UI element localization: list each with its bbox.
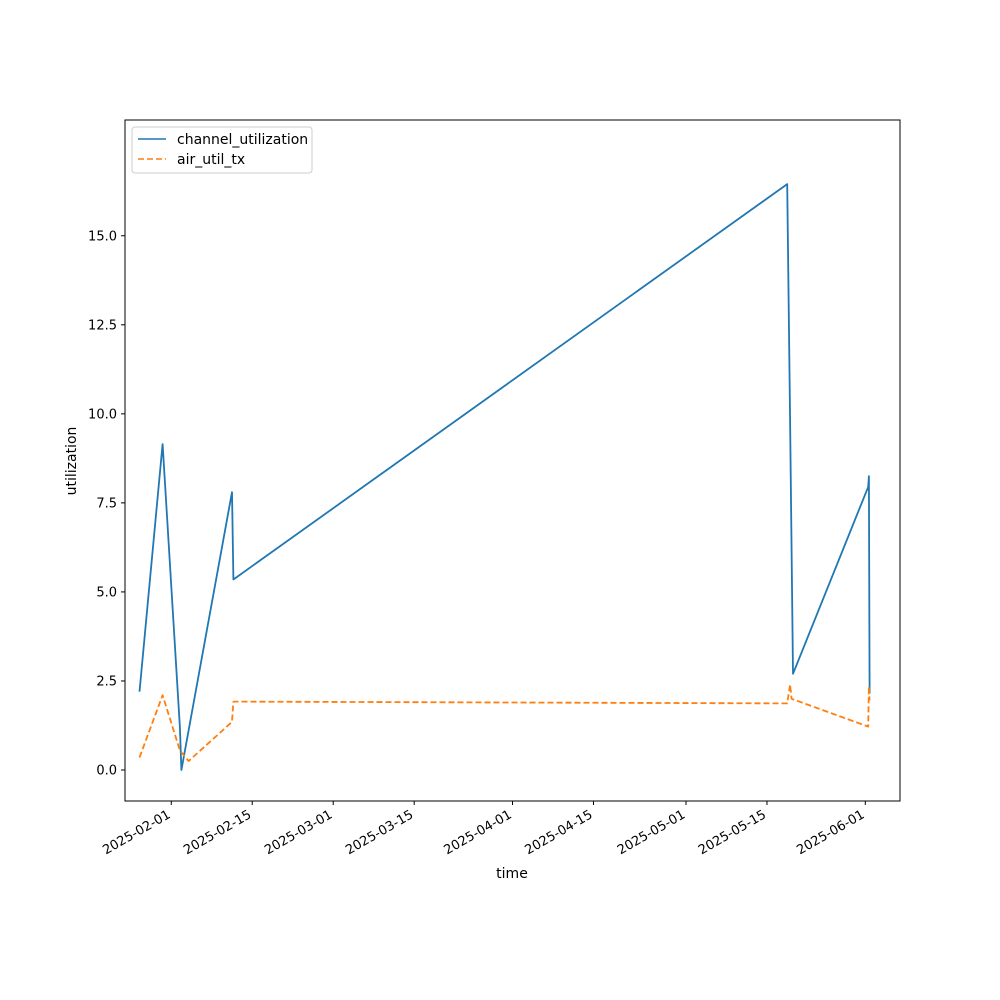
x-axis-label: time xyxy=(496,866,528,882)
y-tick-label: 7.5 xyxy=(96,496,117,511)
y-axis-label: utilization xyxy=(64,427,80,496)
y-tick-label: 10.0 xyxy=(88,407,117,422)
legend-label-channel-utilization: channel_utilization xyxy=(177,132,308,148)
legend-box xyxy=(131,126,313,174)
series-line-channel-utilization xyxy=(138,183,871,771)
y-axis: 0.0 2.5 5.0 7.5 10.0 12.5 15.0 xyxy=(88,229,125,779)
series-layer xyxy=(138,183,871,771)
y-tick-label: 2.5 xyxy=(96,674,117,689)
y-tick-label: 12.5 xyxy=(88,318,117,333)
y-tick-label: 5.0 xyxy=(96,585,117,600)
series-line-air-util-tx xyxy=(138,683,871,762)
y-tick-label: 15.0 xyxy=(88,229,117,244)
y-tick-label: 0.0 xyxy=(96,764,117,779)
legend: channel_utilization air_util_tx xyxy=(131,126,313,174)
legend-label-air-util-tx: air_util_tx xyxy=(177,152,245,168)
